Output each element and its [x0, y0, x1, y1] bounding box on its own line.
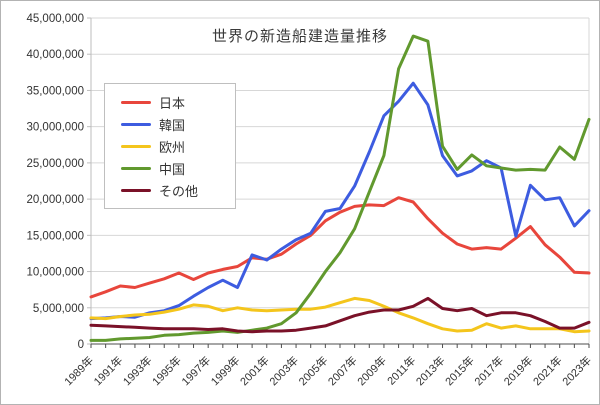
x-axis-label: 1997年	[178, 353, 213, 388]
x-axis-label: 1989年	[61, 353, 96, 388]
x-axis-label: 1995年	[149, 353, 184, 388]
line-japan	[89, 196, 591, 299]
legend: 日本韓国欧州中国その他	[104, 83, 236, 209]
legend-item-china: 中国	[121, 157, 235, 179]
legend-item-europe: 欧州	[121, 135, 235, 157]
line-china	[89, 34, 591, 342]
x-axis-label: 2023年	[559, 353, 594, 388]
x-axis-label: 2009年	[354, 353, 389, 388]
legend-label-china: 中国	[159, 161, 186, 177]
x-axis-label: 1999年	[208, 353, 243, 388]
legend-swatch-china	[121, 166, 151, 170]
legend-label-europe: 欧州	[159, 139, 186, 155]
y-axis-label: 15,000,000	[26, 230, 84, 242]
legend-item-korea: 韓国	[121, 113, 235, 135]
y-axis-label: 25,000,000	[26, 158, 84, 170]
line-korea	[89, 81, 591, 321]
y-axis-label: 45,000,000	[26, 13, 84, 25]
x-axis-label: 2011年	[384, 353, 418, 387]
y-axis-label: 0	[78, 339, 84, 351]
legend-label-japan: 日本	[159, 95, 186, 111]
line-europe	[89, 296, 591, 334]
x-axis-label: 2013年	[413, 353, 448, 388]
y-axis-label: 10,000,000	[26, 267, 84, 279]
legend-swatch-korea	[121, 122, 151, 126]
x-axis-label: 2017年	[471, 353, 506, 388]
x-axis-label: 2003年	[266, 353, 301, 388]
y-axis-label: 30,000,000	[26, 122, 84, 134]
x-axis-label: 2007年	[325, 353, 360, 388]
legend-swatch-others	[121, 188, 151, 192]
x-axis-label: 2021年	[530, 353, 565, 388]
y-axis-label: 20,000,000	[26, 194, 84, 206]
x-axis-label: 2005年	[295, 353, 330, 388]
x-axis-label: 2015年	[442, 353, 477, 388]
legend-item-others: その他	[121, 179, 235, 201]
y-axis-label: 5,000,000	[33, 303, 84, 315]
chart-title: 世界の新造船建造量推移	[211, 28, 389, 45]
y-axis-label: 40,000,000	[26, 49, 84, 61]
x-axis-label: 1993年	[120, 353, 155, 388]
legend-swatch-japan	[121, 100, 151, 104]
x-axis-label: 2019年	[501, 353, 536, 388]
legend-label-others: その他	[159, 183, 199, 199]
line-others	[89, 296, 591, 334]
legend-swatch-europe	[121, 144, 151, 148]
y-axis-label: 35,000,000	[26, 85, 84, 97]
legend-item-japan: 日本	[121, 91, 235, 113]
x-axis-label: 2001年	[237, 353, 272, 388]
legend-label-korea: 韓国	[159, 117, 186, 133]
x-axis-label: 1991年	[90, 353, 125, 388]
